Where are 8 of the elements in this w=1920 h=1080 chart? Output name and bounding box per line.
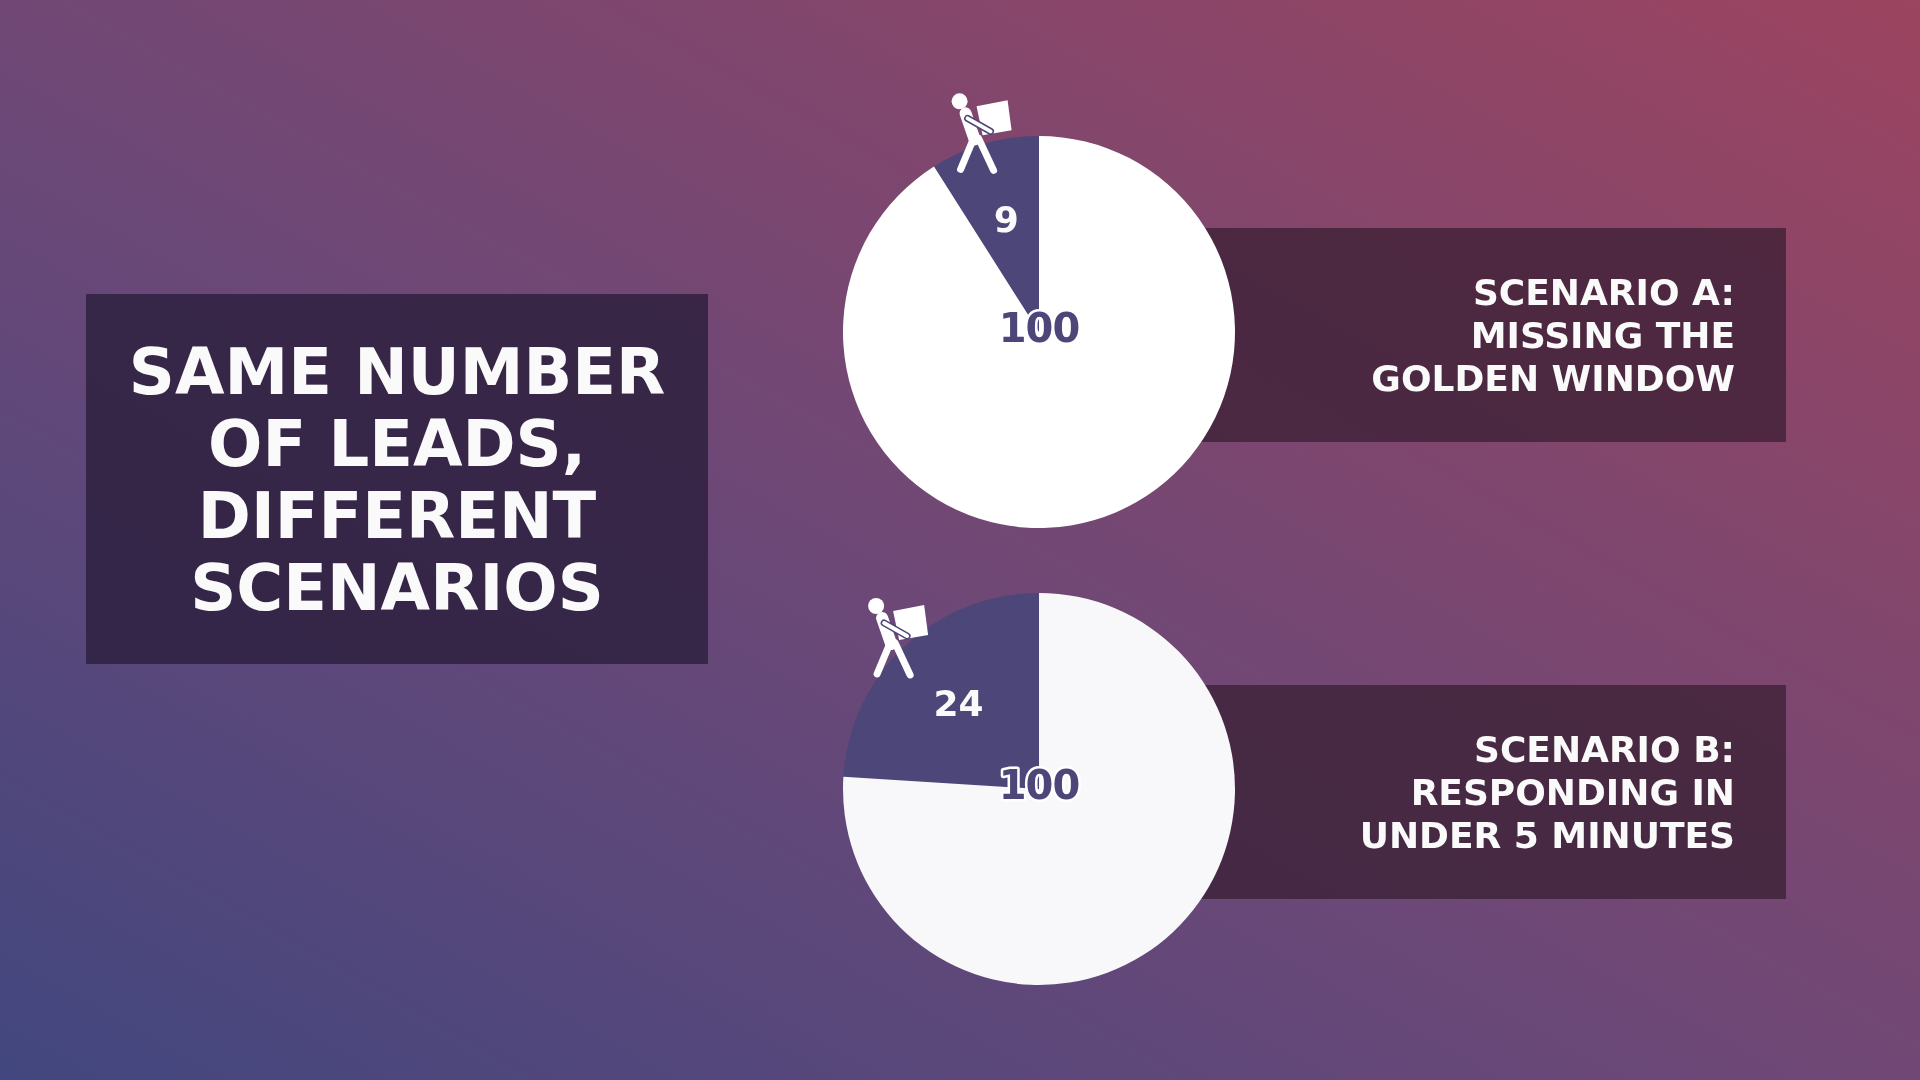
- data-label: 9: [993, 198, 1019, 240]
- text: SCENARIO A: MISSING THE GOLDEN WINDOW: [1371, 272, 1735, 399]
- data-label: 24: [933, 682, 984, 724]
- text: SAME NUMBER OF LEADS, DIFFERENT SCENARIOS: [128, 335, 666, 625]
- text: 100: [998, 305, 1080, 351]
- pie-slice: [843, 593, 1235, 985]
- pie-slice: [843, 136, 1235, 528]
- text: SCENARIO B: RESPONDING IN UNDER 5 MINUTES: [1359, 729, 1735, 856]
